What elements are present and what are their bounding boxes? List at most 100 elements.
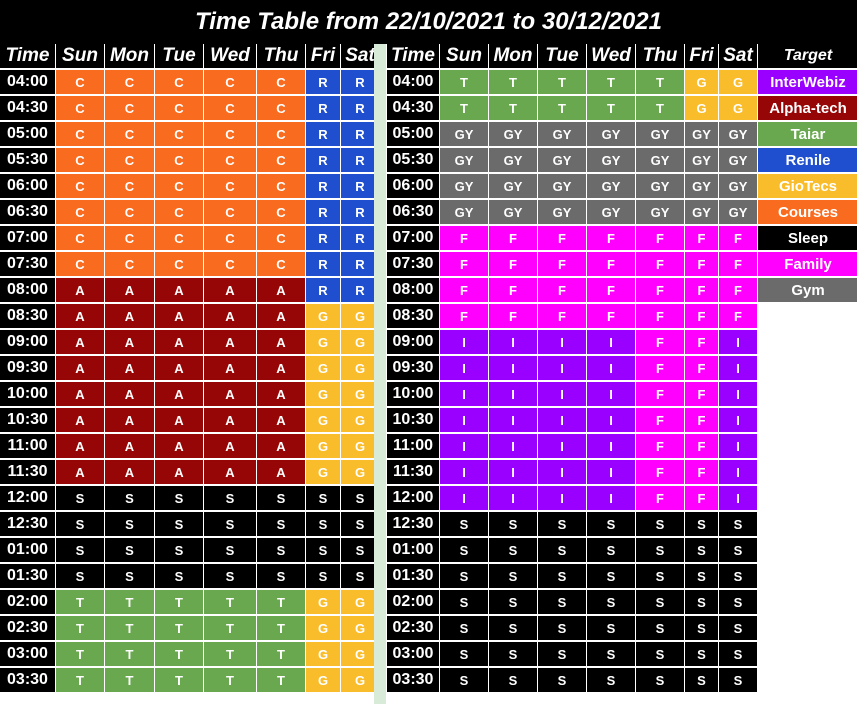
schedule-cell: G xyxy=(306,304,340,328)
schedule-cell: A xyxy=(257,408,305,432)
schedule-cell: C xyxy=(155,174,203,198)
schedule-cell: R xyxy=(306,174,340,198)
schedule-cell: S xyxy=(636,668,684,692)
schedule-cell: F xyxy=(685,408,718,432)
schedule-cell: F xyxy=(489,304,537,328)
schedule-cell: G xyxy=(685,70,718,94)
schedule-cell: A xyxy=(105,382,154,406)
schedule-cell: G xyxy=(341,590,379,614)
schedule-cell: A xyxy=(56,356,104,380)
schedule-cell: S xyxy=(685,616,718,640)
schedule-cell: G xyxy=(341,356,379,380)
schedule-cell: R xyxy=(341,70,379,94)
schedule-cell: GY xyxy=(636,200,684,224)
schedule-cell: I xyxy=(587,434,635,458)
schedule-cell: C xyxy=(257,122,305,146)
schedule-cell: C xyxy=(105,122,154,146)
schedule-cell: I xyxy=(719,460,757,484)
schedule-cell: S xyxy=(306,512,340,536)
schedule-cell: G xyxy=(306,668,340,692)
schedule-cell: A xyxy=(155,460,203,484)
schedule-cell: I xyxy=(440,486,488,510)
schedule-cell: S xyxy=(440,590,488,614)
schedule-cell: GY xyxy=(587,122,635,146)
schedule-cell: S xyxy=(719,668,757,692)
schedule-cell: A xyxy=(56,434,104,458)
schedule-cell: F xyxy=(685,434,718,458)
schedule-cell: C xyxy=(204,252,256,276)
time-label: 03:30 xyxy=(0,668,55,692)
time-label: 12:30 xyxy=(387,512,439,536)
schedule-cell: GY xyxy=(440,174,488,198)
schedule-cell: A xyxy=(257,460,305,484)
schedule-cell: A xyxy=(56,408,104,432)
time-label: 02:00 xyxy=(0,590,55,614)
schedule-cell: S xyxy=(685,564,718,588)
schedule-cell: S xyxy=(204,512,256,536)
schedule-cell: S xyxy=(155,512,203,536)
schedule-cell: GY xyxy=(587,200,635,224)
legend-empty xyxy=(758,538,857,562)
schedule-cell: S xyxy=(719,512,757,536)
time-label: 07:00 xyxy=(387,226,439,250)
time-label: 02:00 xyxy=(387,590,439,614)
schedule-cell: I xyxy=(719,408,757,432)
schedule-cell: S xyxy=(587,590,635,614)
schedule-cell: F xyxy=(636,486,684,510)
time-label: 10:30 xyxy=(0,408,55,432)
legend-item: Alpha-tech xyxy=(758,96,857,120)
schedule-cell: C xyxy=(257,96,305,120)
target-header: Target xyxy=(758,44,857,68)
day-header-sun: Sun xyxy=(440,44,488,68)
legend-empty xyxy=(758,356,857,380)
time-label: 11:30 xyxy=(387,460,439,484)
schedule-cell: T xyxy=(56,642,104,666)
time-label: 10:00 xyxy=(387,382,439,406)
timetable-left: Time Sun Mon Tue Wed Thu Fri Sat 04:00 C C C C C R R 04:… xyxy=(0,44,379,692)
day-header-sat: Sat xyxy=(341,44,379,68)
time-label: 03:00 xyxy=(0,642,55,666)
schedule-cell: C xyxy=(257,70,305,94)
schedule-cell: F xyxy=(685,486,718,510)
schedule-cell: F xyxy=(636,252,684,276)
schedule-cell: G xyxy=(685,96,718,120)
schedule-cell: T xyxy=(257,616,305,640)
schedule-cell: C xyxy=(257,252,305,276)
schedule-cell: T xyxy=(538,96,586,120)
schedule-cell: S xyxy=(257,486,305,510)
schedule-cell: C xyxy=(105,174,154,198)
time-label: 08:30 xyxy=(0,304,55,328)
schedule-cell: GY xyxy=(587,148,635,172)
schedule-cell: R xyxy=(341,252,379,276)
schedule-cell: GY xyxy=(719,200,757,224)
schedule-cell: R xyxy=(341,226,379,250)
legend-empty xyxy=(758,564,857,588)
schedule-cell: T xyxy=(440,96,488,120)
schedule-cell: GY xyxy=(440,148,488,172)
schedule-cell: S xyxy=(538,668,586,692)
schedule-cell: G xyxy=(719,96,757,120)
schedule-cell: C xyxy=(105,96,154,120)
schedule-cell: G xyxy=(341,616,379,640)
schedule-cell: A xyxy=(257,330,305,354)
schedule-cell: S xyxy=(719,590,757,614)
schedule-cell: A xyxy=(257,434,305,458)
legend-empty xyxy=(758,668,857,692)
schedule-cell: C xyxy=(204,148,256,172)
schedule-cell: S xyxy=(204,564,256,588)
legend-empty xyxy=(758,434,857,458)
schedule-cell: G xyxy=(341,408,379,432)
schedule-cell: S xyxy=(587,668,635,692)
schedule-cell: S xyxy=(440,564,488,588)
schedule-cell: I xyxy=(489,408,537,432)
schedule-cell: T xyxy=(257,668,305,692)
schedule-cell: F xyxy=(636,226,684,250)
legend-empty xyxy=(758,512,857,536)
schedule-cell: S xyxy=(257,564,305,588)
schedule-cell: S xyxy=(685,512,718,536)
schedule-cell: C xyxy=(204,200,256,224)
schedule-cell: GY xyxy=(636,148,684,172)
schedule-cell: F xyxy=(440,278,488,302)
schedule-cell: G xyxy=(341,642,379,666)
schedule-cell: S xyxy=(440,616,488,640)
